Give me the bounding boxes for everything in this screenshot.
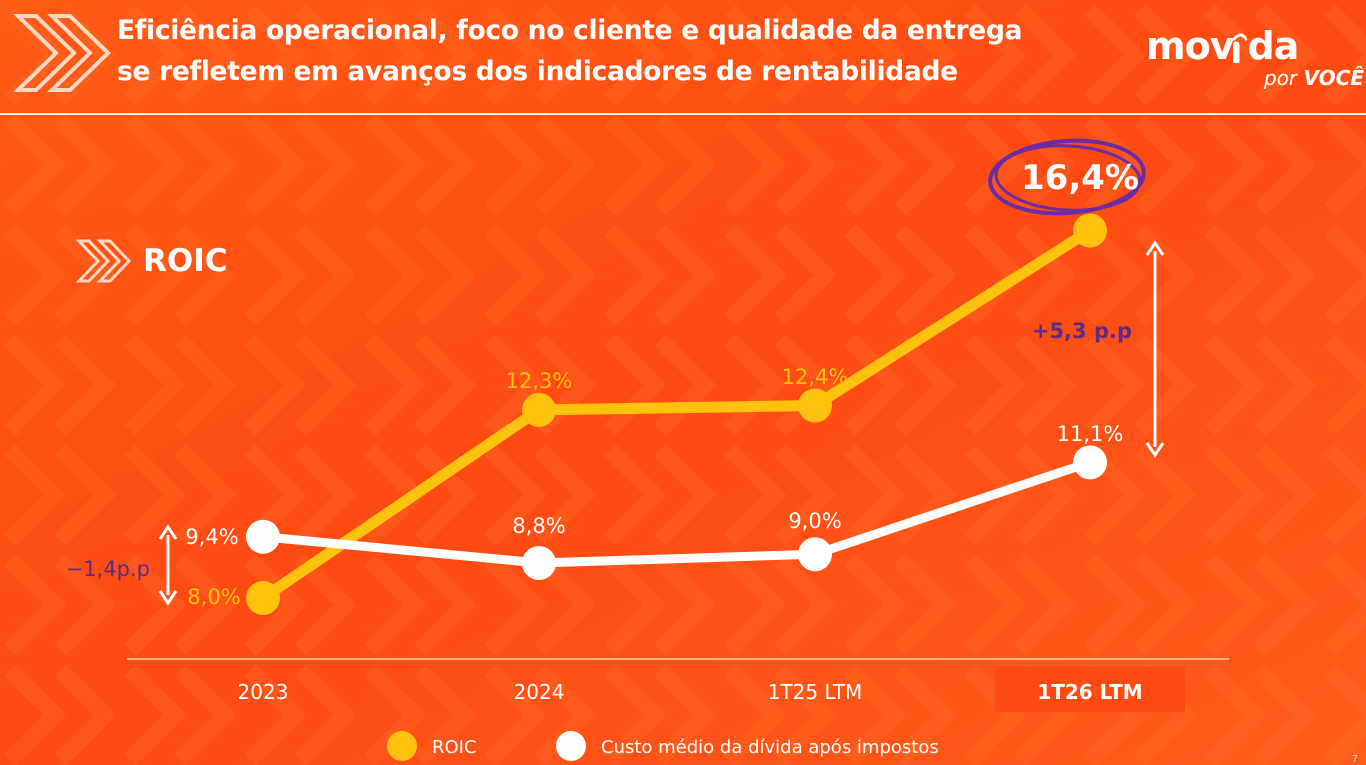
logo-word-right: da (1247, 24, 1299, 68)
debt-cost-data-label-3: 11,1% (1057, 422, 1124, 446)
logo-i-swoosh-icon (1233, 29, 1248, 63)
highlight-circle-outer (988, 138, 1146, 216)
logo-tagline-prefix: por (1264, 66, 1298, 90)
section-label: ROIC (143, 243, 228, 279)
debt-cost-data-label-1: 8,8% (512, 514, 565, 538)
roic-data-label-2: 12,4% (782, 365, 849, 389)
roic-point-2 (798, 388, 832, 423)
series-line-roic (257, 225, 1096, 604)
x-tick-label-3: 1T26 LTM (1037, 680, 1142, 704)
logo-tagline-word: VOCÊ (1303, 66, 1364, 90)
header-chevron-icon (13, 14, 111, 92)
x-tick-label-1: 2024 (514, 680, 565, 704)
highlighted-category-box (995, 667, 1185, 712)
legend-label-roic: ROIC (432, 737, 477, 758)
annotation-arrow-1t26-head-up (1145, 240, 1165, 256)
roic-point-0 (246, 581, 280, 615)
debt-cost-point-2 (798, 537, 832, 572)
x-tick-label-2: 1T25 LTM (768, 680, 863, 704)
logo-tagline: por VOCÊ (1264, 65, 1364, 91)
debt-cost-point-1 (522, 546, 556, 580)
annotation-arrow-2023-head-up (158, 524, 178, 540)
logo-wordmark: mov da (1146, 22, 1299, 70)
x-tick-label-0: 2023 (238, 680, 289, 704)
roic-point-1 (522, 392, 556, 427)
section-chevron-icon (76, 239, 132, 283)
page-number: 7 (1351, 754, 1358, 765)
debt-cost-point-3 (1073, 445, 1107, 480)
roic-data-label-0: 8,0% (187, 585, 240, 609)
legend-marker-debt-cost (556, 731, 586, 761)
roic-point-3 (1073, 213, 1107, 248)
slide-title-line-2: se refletem em avanços dos indicadores d… (117, 56, 958, 87)
movida-logo: mov da por VOCÊ (1146, 22, 1364, 102)
annotation-label-2023: −1,4p.p (66, 557, 150, 581)
annotation-arrow-1t26-head-down (1145, 442, 1165, 458)
roic-data-label-3: 16,4% (1021, 158, 1139, 198)
header-divider (0, 113, 1366, 115)
logo-word-left: mov (1146, 24, 1234, 68)
annotation-arrow-2023-head-down (158, 590, 178, 606)
slide-title-line-1: Eficiência operacional, foco no cliente … (117, 15, 1023, 46)
slide-title: Eficiência operacional, foco no cliente … (117, 10, 1127, 92)
series-line-debt-cost (258, 457, 1095, 568)
legend-marker-roic (387, 731, 417, 761)
highlight-circle-inner (994, 144, 1142, 212)
annotation-label-1t26: +5,3 p.p (1032, 319, 1132, 343)
debt-cost-data-label-2: 9,0% (788, 509, 841, 533)
debt-cost-data-label-0: 9,4% (185, 525, 238, 549)
legend-label-debt-cost: Custo médio da dívida após impostos (601, 737, 939, 758)
debt-cost-point-0 (246, 519, 280, 554)
roic-data-label-1: 12,3% (506, 369, 573, 393)
